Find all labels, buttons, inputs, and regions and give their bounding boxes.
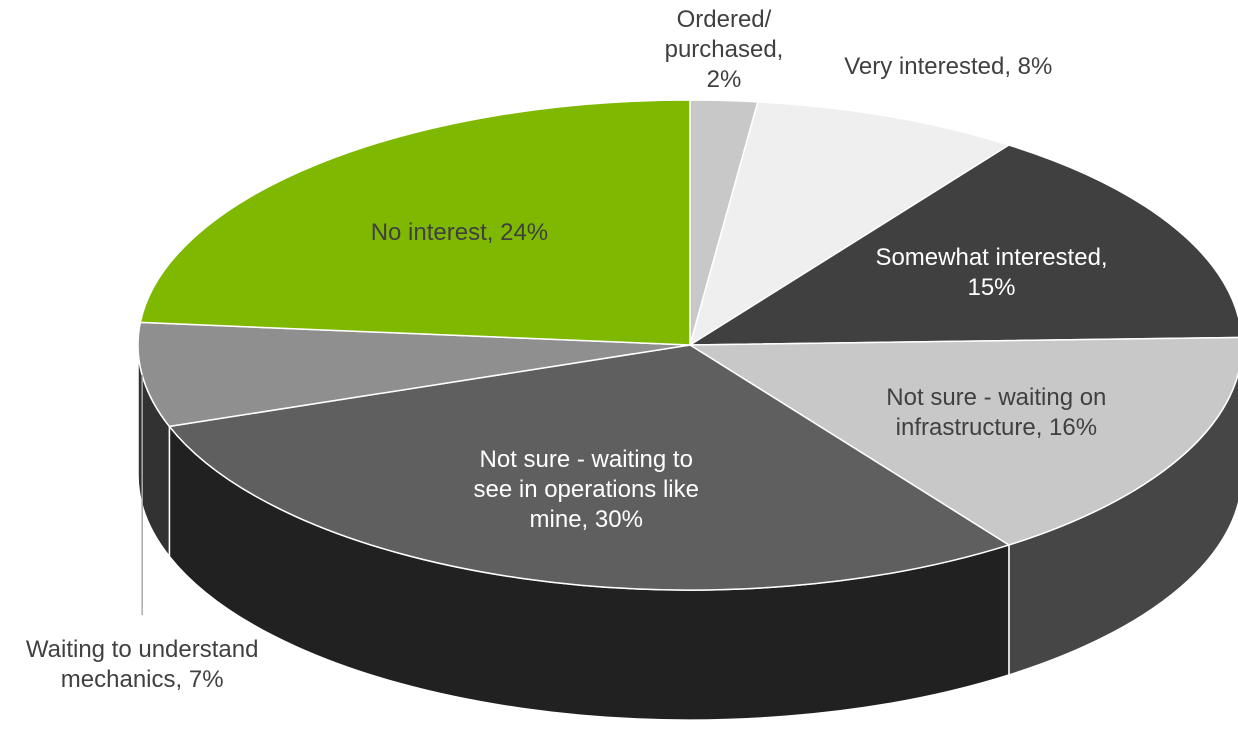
slice	[137, 321, 691, 428]
data-label: Waiting to understand mechanics, 7%	[25, 636, 259, 694]
data-label: No interest, 24%	[370, 218, 549, 246]
data-label: Somewhat interested, 15%	[875, 244, 1108, 302]
slice	[167, 344, 1011, 591]
data-label: Not sure - waiting on infrastructure, 16…	[886, 383, 1107, 441]
slice	[687, 336, 1238, 546]
data-label: Not sure - waiting to see in operations …	[473, 445, 699, 533]
data-label: Ordered/ purchased, 2%	[664, 6, 784, 94]
slice	[139, 99, 691, 346]
data-label: Very interested, 8%	[844, 52, 1053, 80]
slice	[688, 101, 1011, 347]
slice	[687, 144, 1238, 346]
